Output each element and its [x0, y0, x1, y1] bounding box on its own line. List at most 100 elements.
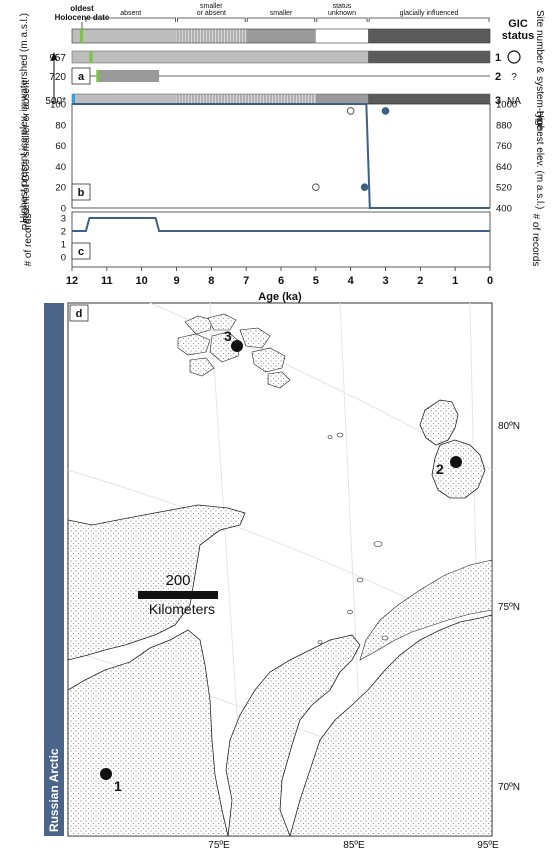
lat-label-80: 80ºN	[498, 421, 520, 432]
legend-bracket	[316, 17, 368, 22]
age-axis-tick-label: 7	[243, 275, 249, 287]
panel-b: 0 20 40 60 80 100 400 520 640 760 880 1000 b Percen…	[21, 79, 545, 230]
severnaya-zemlya-north	[419, 399, 459, 446]
legend-bar	[71, 22, 491, 44]
panel-b-letter-box	[71, 183, 91, 201]
panel-b-point	[346, 107, 355, 115]
panel-b-y2tick: 640	[496, 162, 512, 173]
lon-label-85: 85ºE	[343, 840, 365, 850]
site-label-2: 2	[436, 461, 444, 477]
panel-b-y2tick: 1000	[496, 100, 517, 111]
lat-label-70: 70ºN	[498, 782, 520, 793]
panel-b-y2tick: 520	[496, 183, 512, 194]
franz-josef-land	[177, 313, 291, 389]
system-type-open-circle-icon	[507, 50, 521, 64]
gic-status-title-2: status	[502, 30, 534, 42]
panel-c-y2label: # of records	[530, 214, 541, 267]
oldest-label-2: Holocene date	[55, 13, 110, 22]
lat-label-75: 75ºN	[498, 602, 520, 613]
panel-b-frame	[71, 103, 491, 209]
scale-value: 200	[165, 572, 190, 589]
panel-b-y2tick: 760	[496, 141, 512, 152]
taymyr-mainland	[289, 614, 493, 837]
gic-status-title: GIC	[508, 18, 528, 30]
site-marker-2	[450, 456, 462, 468]
site-row-segment	[368, 94, 490, 106]
panel-b-letter: b	[78, 187, 85, 199]
panel-c-frame	[71, 211, 491, 268]
legend-label: absent	[120, 10, 141, 17]
panel-c-series-line	[72, 217, 490, 232]
panel-c-ytick: 1	[61, 240, 66, 251]
scale-bar	[138, 591, 218, 599]
panel-c-letter: c	[78, 246, 84, 258]
small-islands	[317, 432, 389, 644]
age-axis-tick-label: 3	[382, 275, 388, 287]
oldest-date-marker	[96, 70, 100, 82]
age-axis: 12 11 10 9 8 7 6 5 4 3 2 1 0	[66, 267, 493, 287]
panel-a-letter: a	[78, 71, 85, 83]
legend-bracket	[368, 17, 490, 22]
legend-label: smaller	[270, 10, 293, 17]
age-axis-tick-label: 8	[208, 275, 214, 287]
site-row-segment	[96, 70, 160, 82]
legend-label: or absent	[197, 10, 226, 17]
panel-c-letter-box	[71, 242, 91, 260]
panel-b-ytick: 0	[61, 204, 66, 215]
legend-swatch-smaller	[246, 29, 316, 43]
oldest-date-marker	[72, 94, 75, 106]
panel-d-letter: d	[76, 308, 83, 320]
panel-a-right-label: Site number & system-type	[534, 10, 545, 130]
legend-label: glacially influenced	[400, 10, 459, 17]
legend-label: unknown	[328, 10, 356, 17]
lon-label-75: 75ºE	[208, 840, 230, 850]
age-axis-tick-label: 6	[278, 275, 284, 287]
gydan-peninsula	[225, 634, 361, 837]
panel-b-ytick: 60	[55, 141, 66, 152]
panel-c-ylabel: # of records	[23, 214, 34, 267]
age-axis-tick-label: 10	[136, 275, 148, 287]
panel-d-letter-box	[69, 304, 89, 322]
severnaya-zemlya-south	[431, 439, 486, 499]
age-axis-tick-label: 4	[348, 275, 355, 287]
site-row-segment	[72, 51, 90, 63]
age-axis-tick-label: 1	[452, 275, 458, 287]
panel-b-y2tick: 400	[496, 204, 512, 215]
site-elevation: 957	[49, 53, 66, 64]
legend-bar-frame	[71, 28, 491, 44]
legend-swatch-unknown	[315, 29, 369, 43]
legend-bracket	[85, 17, 176, 22]
panel-b-point	[381, 107, 390, 115]
age-axis-tick-label: 5	[313, 275, 319, 287]
oldest-date-marker	[89, 51, 93, 63]
legend-label: smaller	[200, 3, 223, 10]
age-axis-tick-label: 11	[101, 275, 113, 287]
panel-b-ylabel: Percent of GICs smaller or absent	[21, 79, 32, 230]
site-label-3: 3	[224, 328, 232, 344]
age-axis-tick-label: 0	[487, 275, 493, 287]
region-label: Russian Arctic	[47, 748, 61, 832]
estuary-shore	[359, 559, 493, 661]
age-axis-label: Age (ka)	[258, 291, 302, 303]
map-panel: Russian Arctic	[44, 302, 520, 850]
panel-b-point	[312, 183, 320, 191]
region-sidebar	[44, 303, 64, 836]
site-marker-1	[100, 768, 112, 780]
site-number: 2	[495, 71, 501, 83]
site-label-1: 1	[114, 778, 122, 794]
mainland-landmass	[67, 504, 246, 661]
panel-b-y2tick: 880	[496, 120, 512, 131]
panel-a-ylabel: Highest present ice elev. in watershed (…	[19, 13, 30, 223]
panel-c-ytick: 3	[61, 214, 66, 225]
site-marker-3	[231, 340, 243, 352]
panel-b-ytick: 20	[55, 183, 66, 194]
site-row-segment	[368, 51, 490, 63]
age-axis-tick-label: 12	[66, 275, 78, 287]
panel-b-point	[360, 183, 369, 191]
panel-b-ytick: 100	[50, 100, 66, 111]
system-type: ?	[511, 72, 517, 83]
system-type: NA	[507, 96, 521, 107]
panel-b-plot: 0 20 40 60 80 100 400 520 640 760 880 1000	[50, 100, 517, 215]
panel-b-ytick: 80	[55, 120, 66, 131]
